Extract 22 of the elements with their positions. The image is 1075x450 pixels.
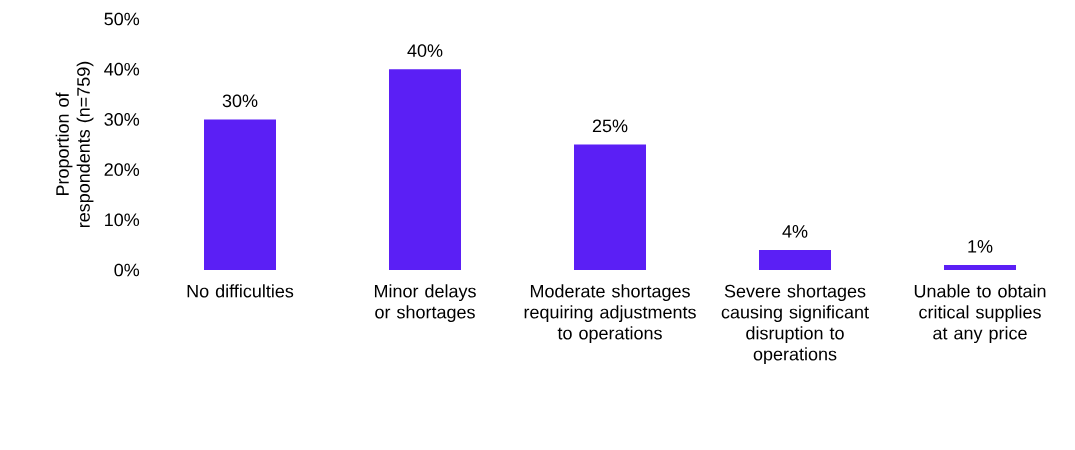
data-label: 25% xyxy=(592,119,628,133)
bar xyxy=(759,249,831,270)
x-tick-label: No difficulties xyxy=(187,284,294,298)
x-tick-label: Minor delays or shortages xyxy=(374,284,476,323)
bar xyxy=(389,69,461,270)
bar xyxy=(204,119,276,270)
data-label: 30% xyxy=(222,94,258,108)
bar xyxy=(944,264,1017,270)
y-tick-label: 0% xyxy=(114,263,140,277)
data-label: 40% xyxy=(407,44,443,57)
x-tick-label: Unable to obtain critical supplies at any price xyxy=(914,284,1046,344)
y-axis-title: Proportion of respondents (n=759) xyxy=(55,61,94,228)
x-tick-label: Severe shortages causing significant disruption to operations xyxy=(721,284,869,365)
x-tick-label: Moderate shortages requiring adjustments to operations xyxy=(524,284,696,344)
data-label: 1% xyxy=(968,240,993,253)
data-label: 4% xyxy=(782,225,808,238)
y-tick-label: 30% xyxy=(104,113,140,126)
y-tick-label: 40% xyxy=(104,62,140,76)
y-tick-label: 50% xyxy=(104,12,140,26)
y-tick-label: 10% xyxy=(105,213,140,227)
bar xyxy=(574,144,647,270)
y-tick-label: 20% xyxy=(104,163,140,176)
